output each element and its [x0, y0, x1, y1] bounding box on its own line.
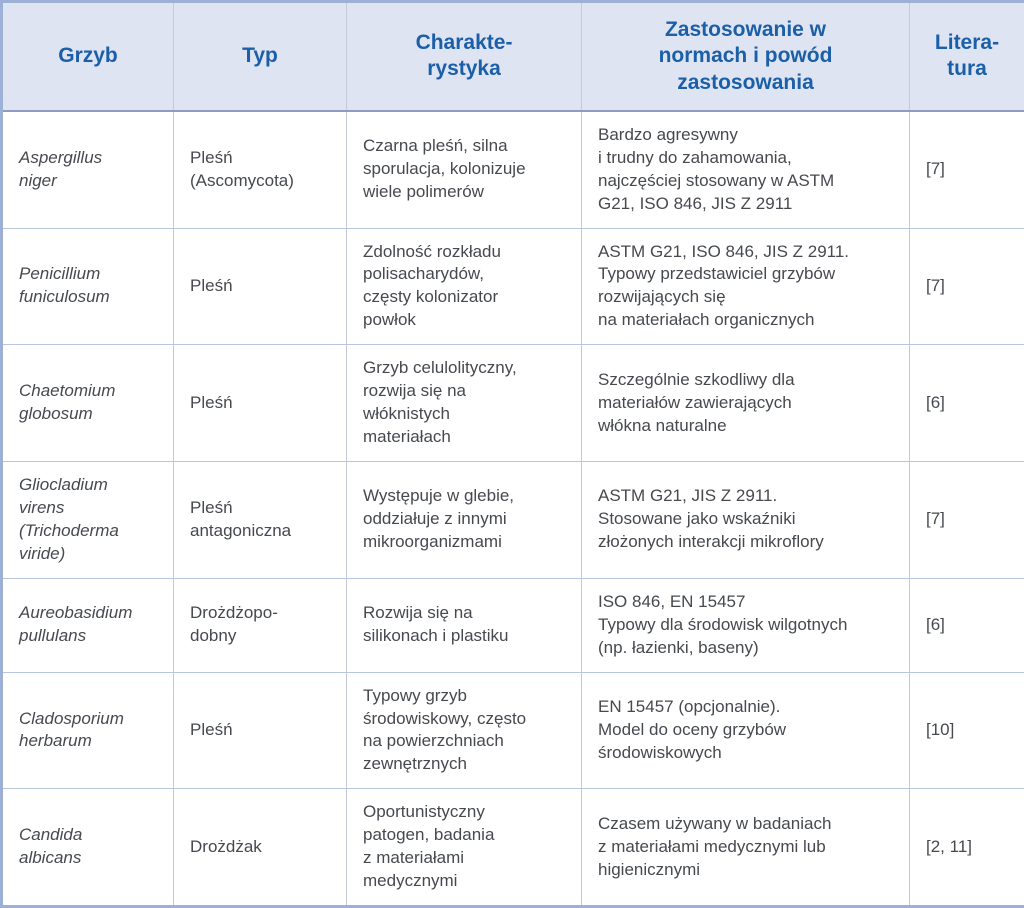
- cell-charakterystyka: Występuje w glebie, oddziałuje z innymi …: [347, 462, 582, 579]
- cell-zastosowanie: Czasem używany w badaniach z materiałami…: [582, 789, 910, 907]
- table-row: Gliocladium virens (Trichoderma viride)P…: [2, 462, 1024, 579]
- cell-literatura: [10]: [910, 672, 1024, 789]
- header-grzyb: Grzyb: [2, 2, 174, 111]
- cell-typ: Drożdżopo- dobny: [174, 578, 347, 672]
- cell-charakterystyka: Typowy grzyb środowiskowy, często na pow…: [347, 672, 582, 789]
- cell-typ: Pleśń: [174, 228, 347, 345]
- cell-typ: Pleśń: [174, 345, 347, 462]
- cell-literatura: [2, 11]: [910, 789, 1024, 907]
- cell-typ: Pleśń antagoniczna: [174, 462, 347, 579]
- cell-literatura: [6]: [910, 345, 1024, 462]
- table-header: Grzyb Typ Charakte- rystyka Zastosowanie…: [2, 2, 1024, 111]
- cell-charakterystyka: Czarna pleśń, silna sporulacja, kolonizu…: [347, 111, 582, 228]
- cell-grzyb: Cladosporium herbarum: [2, 672, 174, 789]
- cell-literatura: [7]: [910, 111, 1024, 228]
- header-row: Grzyb Typ Charakte- rystyka Zastosowanie…: [2, 2, 1024, 111]
- cell-charakterystyka: Rozwija się na silikonach i plastiku: [347, 578, 582, 672]
- cell-grzyb: Chaetomium globosum: [2, 345, 174, 462]
- cell-grzyb: Gliocladium virens (Trichoderma viride): [2, 462, 174, 579]
- cell-zastosowanie: Szczególnie szkodliwy dla materiałów zaw…: [582, 345, 910, 462]
- cell-literatura: [7]: [910, 462, 1024, 579]
- cell-zastosowanie: ASTM G21, JIS Z 2911. Stosowane jako wsk…: [582, 462, 910, 579]
- cell-zastosowanie: EN 15457 (opcjonalnie). Model do oceny g…: [582, 672, 910, 789]
- cell-grzyb: Candida albicans: [2, 789, 174, 907]
- cell-zastosowanie: ASTM G21, ISO 846, JIS Z 2911. Typowy pr…: [582, 228, 910, 345]
- page: Grzyb Typ Charakte- rystyka Zastosowanie…: [0, 0, 1024, 884]
- cell-typ: Pleśń (Ascomycota): [174, 111, 347, 228]
- header-typ: Typ: [174, 2, 347, 111]
- cell-charakterystyka: Oportunistyczny patogen, badania z mater…: [347, 789, 582, 907]
- cell-grzyb: Aspergillus niger: [2, 111, 174, 228]
- header-charakterystyka: Charakte- rystyka: [347, 2, 582, 111]
- header-literatura: Litera- tura: [910, 2, 1024, 111]
- cell-typ: Drożdżak: [174, 789, 347, 907]
- cell-zastosowanie: Bardzo agresywny i trudny do zahamowania…: [582, 111, 910, 228]
- cell-grzyb: Penicillium funiculosum: [2, 228, 174, 345]
- header-zastosowanie: Zastosowanie w normach i powód zastosowa…: [582, 2, 910, 111]
- cell-literatura: [7]: [910, 228, 1024, 345]
- cell-typ: Pleśń: [174, 672, 347, 789]
- cell-literatura: [6]: [910, 578, 1024, 672]
- cell-grzyb: Aureobasidium pullulans: [2, 578, 174, 672]
- cell-zastosowanie: ISO 846, EN 15457 Typowy dla środowisk w…: [582, 578, 910, 672]
- cell-charakterystyka: Grzyb celulolityczny, rozwija się na włó…: [347, 345, 582, 462]
- cell-charakterystyka: Zdolność rozkładu polisacharydów, częsty…: [347, 228, 582, 345]
